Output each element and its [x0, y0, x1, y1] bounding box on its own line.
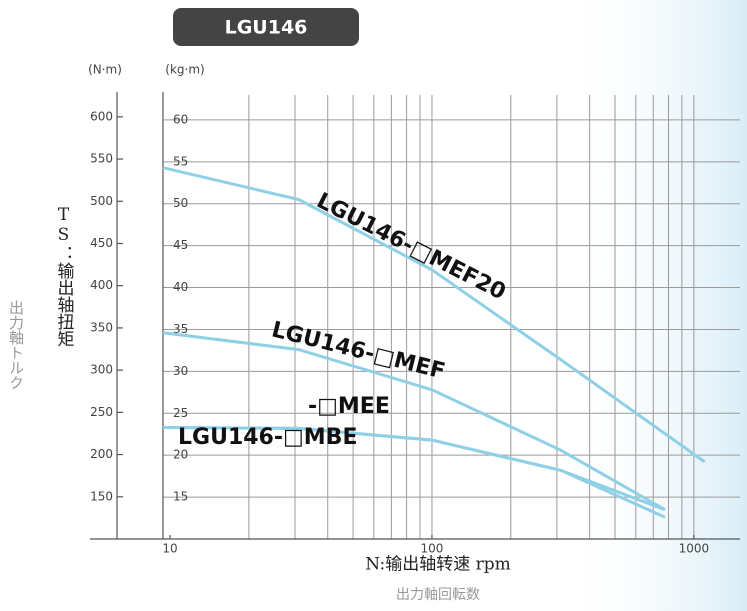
chart: LGU146 (N·m) (kg·m) TS：输出轴扭矩 出力軸トルク N:输出…	[0, 0, 747, 611]
y-tick-label: 50	[173, 196, 188, 210]
y2-axis-label: (N·m)	[88, 63, 122, 77]
chart-title: LGU146	[225, 17, 308, 39]
y2-tick-label: 150	[90, 489, 113, 503]
x-tick-label: 100	[421, 542, 444, 556]
y-tick-label: 45	[173, 238, 188, 252]
y2-tick-label: 300	[90, 363, 113, 377]
x-axis-title: N:输出轴转速 rpm	[365, 555, 511, 575]
curve-label: LGU146-□MEF	[269, 317, 448, 384]
y-axis-title: TS：输出轴扭矩	[54, 205, 75, 347]
y2-tick-label: 600	[90, 109, 113, 123]
y-tick-label: 60	[173, 112, 188, 126]
y2-tick-label: 400	[90, 278, 113, 292]
y-axis-subtitle: 出力軸トルク	[7, 300, 25, 390]
y-tick-label: 15	[173, 490, 188, 504]
y2-tick-label: 550	[90, 152, 113, 166]
y2-tick-label: 500	[90, 194, 113, 208]
y-tick-label: 30	[173, 364, 188, 378]
y2-tick-label: 350	[90, 320, 113, 334]
x-axis-subtitle: 出力軸回転数	[396, 587, 480, 603]
y2-tick-label: 200	[90, 447, 113, 461]
curve-label: -□MEE	[308, 394, 390, 419]
y-tick-label: 55	[173, 154, 188, 168]
y-tick-label: 40	[173, 280, 188, 294]
x-tick-label: 1000	[679, 542, 710, 556]
y2-tick-label: 250	[90, 405, 113, 419]
y2-tick-label: 450	[90, 236, 113, 250]
y-tick-label: 25	[173, 406, 188, 420]
y-axis-label: (kg·m)	[165, 63, 204, 77]
curve-label: LGU146-□MBE	[178, 425, 357, 450]
x-tick-label: 10	[162, 542, 177, 556]
